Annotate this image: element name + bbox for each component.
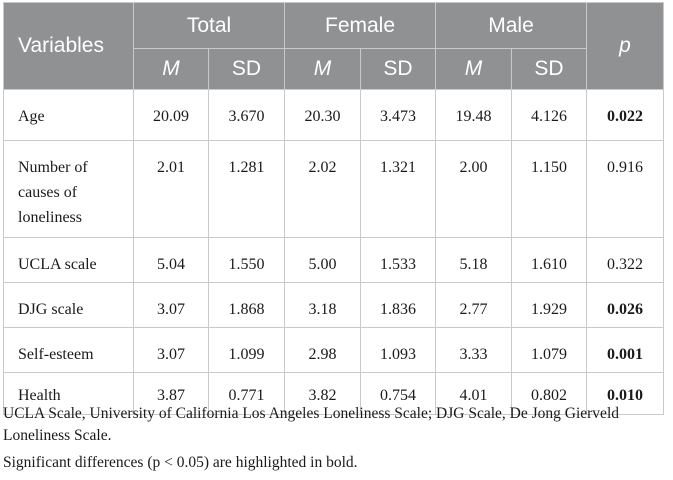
cell-female-sd: 1.093 bbox=[360, 327, 437, 373]
row-label: Number of causes of loneliness bbox=[3, 140, 134, 238]
table-row: Age 20.09 3.670 20.30 3.473 19.48 4.126 … bbox=[3, 89, 665, 141]
cell-total-sd: 1.099 bbox=[207, 327, 286, 373]
cell-total-sd: 1.550 bbox=[207, 237, 286, 283]
cell-female-m: 2.98 bbox=[284, 327, 362, 373]
header-total: Total bbox=[132, 2, 286, 49]
header-female: Female bbox=[284, 2, 437, 49]
table-row: Number of causes of loneliness 2.01 1.28… bbox=[3, 140, 665, 238]
cell-male-sd: 1.610 bbox=[511, 237, 588, 283]
header-male-sd: SD bbox=[511, 48, 588, 90]
row-label: Age bbox=[3, 89, 134, 141]
row-label: Self-esteem bbox=[3, 327, 134, 373]
cell-male-m: 3.33 bbox=[435, 327, 513, 373]
table-row: DJG scale 3.07 1.868 3.18 1.836 2.77 1.9… bbox=[3, 282, 665, 328]
header-total-m: M bbox=[133, 48, 209, 90]
cell-total-m: 3.07 bbox=[133, 282, 209, 328]
cell-total-sd: 1.281 bbox=[207, 140, 286, 238]
table-row: Health 3.87 0.771 3.82 0.754 4.01 0.802 … bbox=[3, 372, 665, 415]
cell-male-m: 2.77 bbox=[435, 282, 513, 328]
footnote-significance: Significant differences (p < 0.05) are h… bbox=[3, 454, 358, 471]
footnote-abbreviations: UCLA Scale, University of California Los… bbox=[3, 405, 619, 444]
cell-male-sd: 4.126 bbox=[511, 89, 588, 141]
row-label: DJG scale bbox=[3, 282, 134, 328]
cell-total-m: 3.07 bbox=[133, 327, 209, 373]
row-label: Health bbox=[3, 372, 134, 415]
cell-total-m: 20.09 bbox=[133, 89, 209, 141]
cell-female-m: 3.82 bbox=[284, 372, 362, 415]
header-female-sd: SD bbox=[360, 48, 437, 90]
cell-male-m: 2.00 bbox=[435, 140, 513, 238]
table-body: Age 20.09 3.670 20.30 3.473 19.48 4.126 … bbox=[3, 89, 665, 415]
table-row: Self-esteem 3.07 1.099 2.98 1.093 3.33 1… bbox=[3, 327, 665, 373]
header-female-m: M bbox=[284, 48, 362, 90]
cell-female-sd: 1.533 bbox=[360, 237, 437, 283]
header-total-sd: SD bbox=[207, 48, 286, 90]
cell-p: 0.322 bbox=[586, 237, 665, 283]
cell-p: 0.022 bbox=[586, 89, 665, 141]
cell-total-sd: 1.868 bbox=[207, 282, 286, 328]
table-header: Variables Total Female Male p M SD M SD … bbox=[3, 2, 665, 90]
header-male: Male bbox=[435, 2, 588, 49]
header-variables: Variables bbox=[3, 2, 134, 90]
cell-female-sd: 1.321 bbox=[360, 140, 437, 238]
cell-female-m: 3.18 bbox=[284, 282, 362, 328]
cell-total-m: 3.87 bbox=[133, 372, 209, 415]
cell-total-sd: 0.771 bbox=[207, 372, 286, 415]
cell-total-m: 5.04 bbox=[133, 237, 209, 283]
row-label: UCLA scale bbox=[3, 237, 134, 283]
cell-female-m: 2.02 bbox=[284, 140, 362, 238]
cell-total-sd: 3.670 bbox=[207, 89, 286, 141]
cell-female-sd: 3.473 bbox=[360, 89, 437, 141]
cell-female-sd: 1.836 bbox=[360, 282, 437, 328]
cell-male-m: 19.48 bbox=[435, 89, 513, 141]
cell-p: 0.026 bbox=[586, 282, 665, 328]
descriptive-statistics-table: Variables Total Female Male p M SD M SD … bbox=[3, 2, 665, 415]
header-p: p bbox=[586, 2, 665, 90]
table-row: UCLA scale 5.04 1.550 5.00 1.533 5.18 1.… bbox=[3, 237, 665, 283]
cell-male-sd: 1.079 bbox=[511, 327, 588, 373]
cell-total-m: 2.01 bbox=[133, 140, 209, 238]
cell-p: 0.010 bbox=[586, 372, 665, 415]
header-male-m: M bbox=[435, 48, 513, 90]
cell-male-sd: 0.802 bbox=[511, 372, 588, 415]
cell-male-m: 5.18 bbox=[435, 237, 513, 283]
cell-male-sd: 1.150 bbox=[511, 140, 588, 238]
cell-p: 0.916 bbox=[586, 140, 665, 238]
cell-male-sd: 1.929 bbox=[511, 282, 588, 328]
cell-female-m: 20.30 bbox=[284, 89, 362, 141]
cell-p: 0.001 bbox=[586, 327, 665, 373]
cell-female-m: 5.00 bbox=[284, 237, 362, 283]
